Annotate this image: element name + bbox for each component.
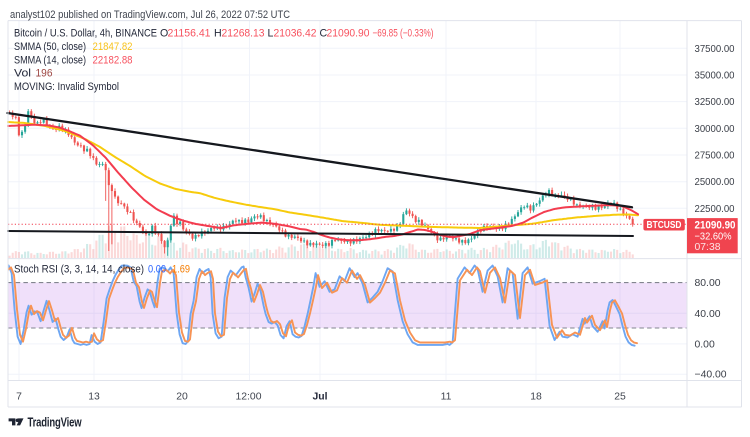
svg-text:Vol: Vol bbox=[14, 68, 31, 80]
svg-text:7: 7 bbox=[16, 392, 22, 403]
svg-text:−40.00: −40.00 bbox=[695, 369, 727, 380]
svg-text:12:00: 12:00 bbox=[235, 392, 261, 403]
svg-text:20: 20 bbox=[176, 392, 188, 403]
svg-text:−69.85 (−0.33%): −69.85 (−0.33%) bbox=[373, 27, 434, 39]
svg-text:25000.00: 25000.00 bbox=[695, 177, 735, 188]
svg-text:Jul: Jul bbox=[312, 392, 327, 403]
svg-text:0.00: 0.00 bbox=[148, 264, 166, 276]
svg-text:0.00: 0.00 bbox=[695, 340, 715, 351]
svg-text:BTCUSD: BTCUSD bbox=[647, 220, 682, 231]
svg-text:Stoch RSI (3, 3, 14, 14, close: Stoch RSI (3, 3, 14, 14, close) bbox=[14, 264, 144, 276]
svg-text:O: O bbox=[160, 27, 168, 39]
svg-text:MOVING: Invalid Symbol: MOVING: Invalid Symbol bbox=[14, 81, 119, 93]
svg-text:21036.42: 21036.42 bbox=[274, 27, 317, 39]
svg-text:21268.13: 21268.13 bbox=[222, 27, 265, 39]
svg-text:21156.41: 21156.41 bbox=[168, 27, 211, 39]
svg-text:C: C bbox=[320, 27, 328, 39]
svg-text:25: 25 bbox=[614, 392, 626, 403]
svg-text:37500.00: 37500.00 bbox=[695, 44, 735, 55]
svg-text:11: 11 bbox=[441, 392, 452, 403]
svg-text:TradingView: TradingView bbox=[28, 416, 82, 430]
svg-text:35000.00: 35000.00 bbox=[695, 71, 735, 82]
svg-text:27500.00: 27500.00 bbox=[695, 151, 735, 162]
svg-text:21090.90: 21090.90 bbox=[327, 27, 370, 39]
svg-text:22500.00: 22500.00 bbox=[695, 204, 735, 215]
svg-text:196: 196 bbox=[36, 68, 53, 80]
svg-text:analyst102 published on Tradin: analyst102 published on TradingView.com,… bbox=[10, 9, 290, 21]
svg-text:SMMA (50, close): SMMA (50, close) bbox=[14, 41, 86, 53]
svg-text:22182.88: 22182.88 bbox=[93, 54, 133, 66]
svg-text:13: 13 bbox=[88, 392, 100, 403]
svg-text:H: H bbox=[214, 27, 222, 39]
svg-text:21090.90: 21090.90 bbox=[695, 219, 736, 231]
svg-text:L: L bbox=[268, 27, 274, 39]
svg-text:−32.60%: −32.60% bbox=[695, 231, 732, 242]
svg-text:SMMA (14, close): SMMA (14, close) bbox=[14, 54, 86, 66]
svg-text:40.00: 40.00 bbox=[695, 309, 721, 320]
svg-text:30000.00: 30000.00 bbox=[695, 124, 735, 135]
svg-text:1.69: 1.69 bbox=[172, 264, 190, 276]
svg-text:21847.82: 21847.82 bbox=[93, 41, 133, 53]
svg-text:18: 18 bbox=[530, 392, 542, 403]
svg-text:Bitcoin / U.S. Dollar, 4h, BIN: Bitcoin / U.S. Dollar, 4h, BINANCE bbox=[14, 27, 157, 39]
svg-text:32500.00: 32500.00 bbox=[695, 97, 735, 108]
svg-text:80.00: 80.00 bbox=[695, 278, 721, 289]
svg-text:07:38: 07:38 bbox=[695, 242, 721, 253]
